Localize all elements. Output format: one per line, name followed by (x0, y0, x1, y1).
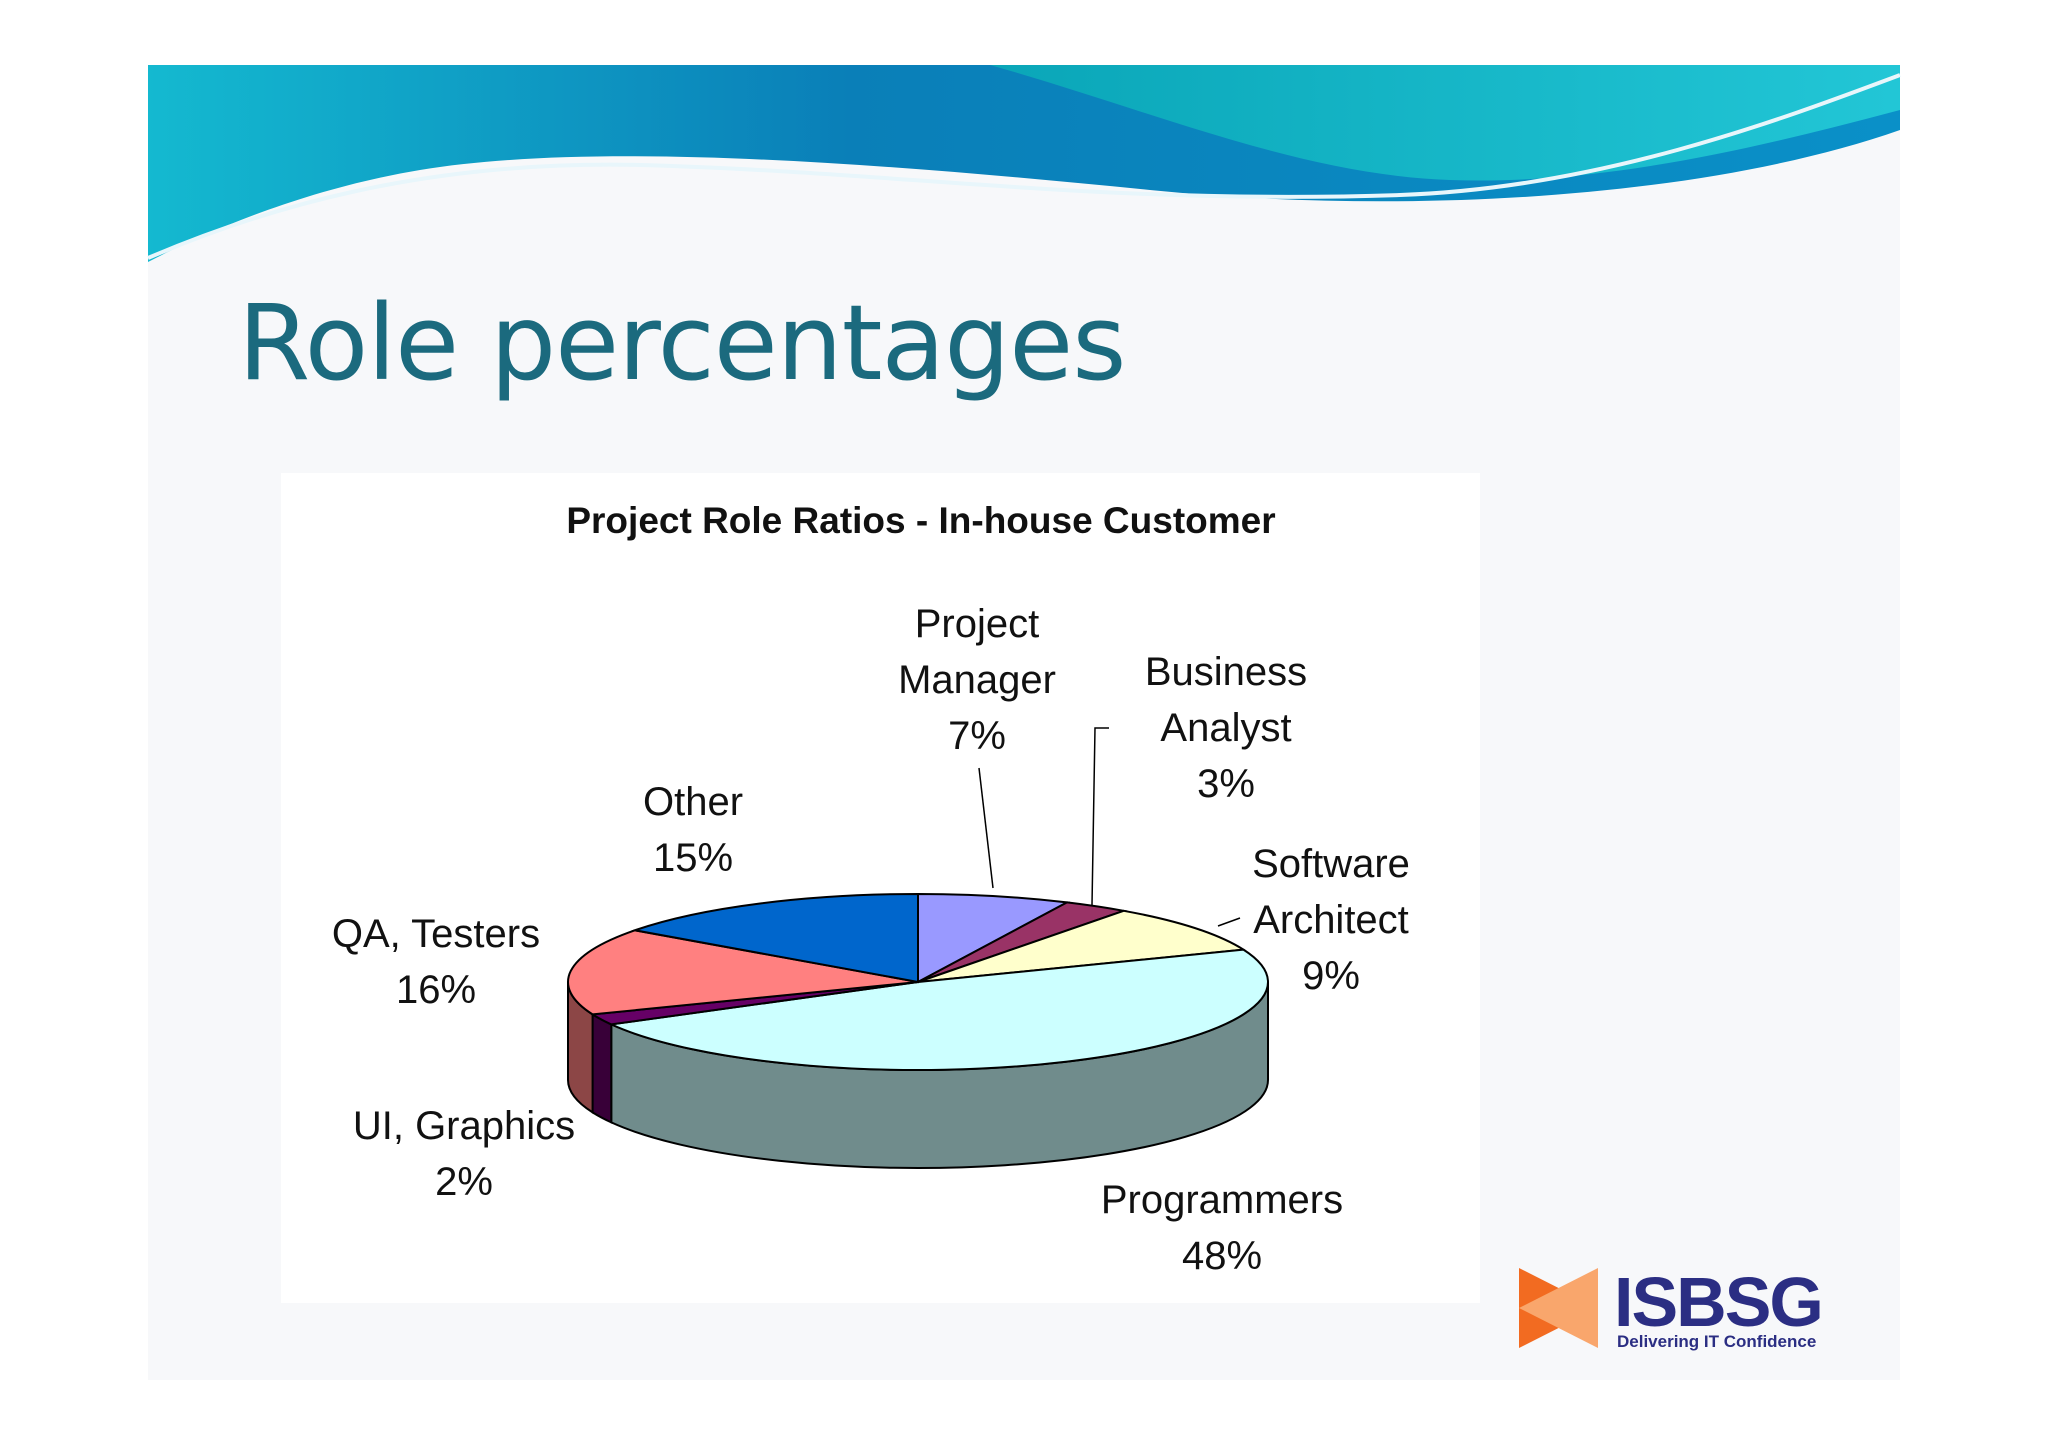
value-label: 9% (1302, 954, 1360, 998)
value-label: 48% (1181, 1234, 1263, 1278)
pie-label: UI, Graphics 2% (304, 1098, 624, 1210)
chart-title: Project Role Ratios - In-house Customer (566, 500, 1275, 541)
category-label: Software Architect (1252, 842, 1410, 942)
pie-label: Business Analyst 3% (1126, 644, 1326, 812)
value-label: 16% (395, 968, 477, 1012)
logo-tagline: Delivering IT Confidence (1617, 1332, 1817, 1351)
pie-slice (630, 892, 919, 984)
pie-label: Programmers 48% (1062, 1172, 1382, 1284)
category-label: Other (642, 780, 744, 824)
leader-line (1091, 727, 1109, 906)
slide-title: Role percentages (238, 282, 1126, 404)
pie-slice (917, 892, 1071, 984)
category-label: Project Manager (898, 602, 1056, 702)
pie-slice (917, 909, 1247, 983)
pie-label: Project Manager 7% (882, 596, 1072, 764)
pie-label: QA, Testers 16% (276, 906, 596, 1018)
logo-mark (1519, 1268, 1598, 1348)
pie-label: Software Architect 9% (1231, 836, 1431, 1004)
pie-label: Other 15% (593, 774, 793, 886)
value-label: 7% (948, 714, 1006, 758)
value-label: 15% (652, 836, 734, 880)
leader-line (978, 767, 994, 889)
category-label: QA, Testers (331, 912, 541, 956)
value-label: 2% (435, 1160, 493, 1204)
logo-shape (1519, 1268, 1598, 1348)
pie-slice (567, 929, 919, 1016)
pie-slice (607, 948, 1269, 1071)
category-label: UI, Graphics (352, 1104, 576, 1148)
category-label: Programmers (1100, 1178, 1344, 1222)
logo-name: ISBSG (1614, 1263, 1824, 1341)
header-wave-line (147, 73, 1901, 260)
pie (567, 727, 1269, 1169)
leader-line (1217, 917, 1241, 927)
category-label: Business Analyst (1144, 650, 1308, 750)
value-label: 3% (1197, 762, 1255, 806)
